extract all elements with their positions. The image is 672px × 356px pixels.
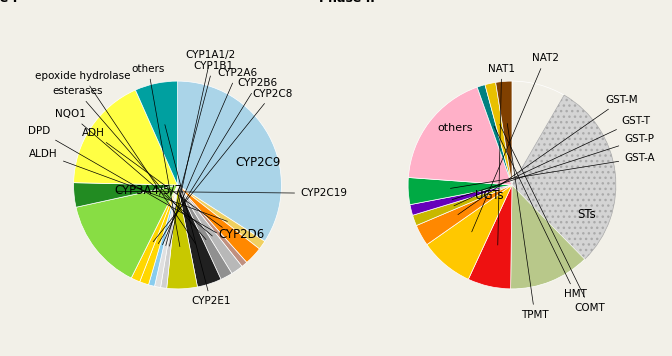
Text: CYP2C19: CYP2C19 bbox=[116, 188, 347, 198]
Wedge shape bbox=[177, 81, 282, 241]
Text: HMT: HMT bbox=[494, 126, 587, 299]
Wedge shape bbox=[140, 185, 177, 285]
Text: others: others bbox=[437, 123, 472, 133]
Wedge shape bbox=[177, 185, 247, 266]
Wedge shape bbox=[177, 185, 221, 287]
Text: ALDH: ALDH bbox=[30, 149, 227, 221]
Wedge shape bbox=[512, 81, 564, 185]
Wedge shape bbox=[177, 185, 232, 279]
Wedge shape bbox=[131, 185, 177, 282]
Wedge shape bbox=[177, 185, 265, 249]
Wedge shape bbox=[155, 185, 177, 288]
Text: CYP2E1: CYP2E1 bbox=[165, 125, 230, 307]
Wedge shape bbox=[496, 81, 512, 185]
Wedge shape bbox=[410, 185, 512, 215]
Text: COMT: COMT bbox=[500, 125, 605, 313]
Text: CYP1B1: CYP1B1 bbox=[166, 61, 233, 246]
Text: CYP1A1/2: CYP1A1/2 bbox=[169, 50, 236, 246]
Text: DPD: DPD bbox=[28, 126, 216, 233]
Wedge shape bbox=[417, 185, 512, 245]
Text: GST-P: GST-P bbox=[452, 134, 655, 200]
Text: ADH: ADH bbox=[82, 128, 222, 227]
Wedge shape bbox=[511, 185, 585, 289]
Text: CYP3A4/5/7: CYP3A4/5/7 bbox=[114, 184, 182, 197]
Wedge shape bbox=[468, 185, 512, 289]
Text: NAT1: NAT1 bbox=[488, 64, 515, 245]
Wedge shape bbox=[167, 185, 198, 289]
Text: TPMT: TPMT bbox=[507, 124, 548, 320]
Text: Phase I: Phase I bbox=[0, 0, 17, 5]
Text: NAT2: NAT2 bbox=[472, 53, 558, 232]
Wedge shape bbox=[136, 81, 177, 185]
Wedge shape bbox=[149, 185, 177, 286]
Text: CYP2B6: CYP2B6 bbox=[158, 78, 278, 244]
Text: CYP2D6: CYP2D6 bbox=[219, 228, 265, 241]
Text: CYP2A6: CYP2A6 bbox=[163, 68, 257, 245]
Wedge shape bbox=[413, 185, 512, 226]
Wedge shape bbox=[512, 95, 616, 259]
Text: STs: STs bbox=[577, 208, 596, 221]
Text: CYP2C9: CYP2C9 bbox=[236, 156, 281, 169]
Wedge shape bbox=[76, 185, 177, 278]
Wedge shape bbox=[409, 87, 512, 185]
Wedge shape bbox=[408, 178, 512, 205]
Wedge shape bbox=[161, 185, 177, 288]
Wedge shape bbox=[477, 85, 512, 185]
Text: UGTs: UGTs bbox=[475, 189, 503, 202]
Wedge shape bbox=[427, 185, 512, 279]
Wedge shape bbox=[74, 90, 177, 185]
Text: Phase II: Phase II bbox=[319, 0, 374, 5]
Text: NQO1: NQO1 bbox=[55, 109, 212, 236]
Text: GST-A: GST-A bbox=[450, 153, 655, 188]
Wedge shape bbox=[74, 183, 177, 207]
Text: GST-T: GST-T bbox=[454, 116, 650, 206]
Text: esterases: esterases bbox=[52, 87, 206, 240]
Wedge shape bbox=[485, 82, 512, 185]
Text: epoxide hydrolase: epoxide hydrolase bbox=[35, 71, 196, 244]
Text: GST-M: GST-M bbox=[458, 95, 638, 215]
Text: others: others bbox=[132, 64, 180, 247]
Text: CYP2C8: CYP2C8 bbox=[153, 89, 293, 242]
Wedge shape bbox=[177, 185, 259, 262]
Wedge shape bbox=[177, 185, 242, 273]
